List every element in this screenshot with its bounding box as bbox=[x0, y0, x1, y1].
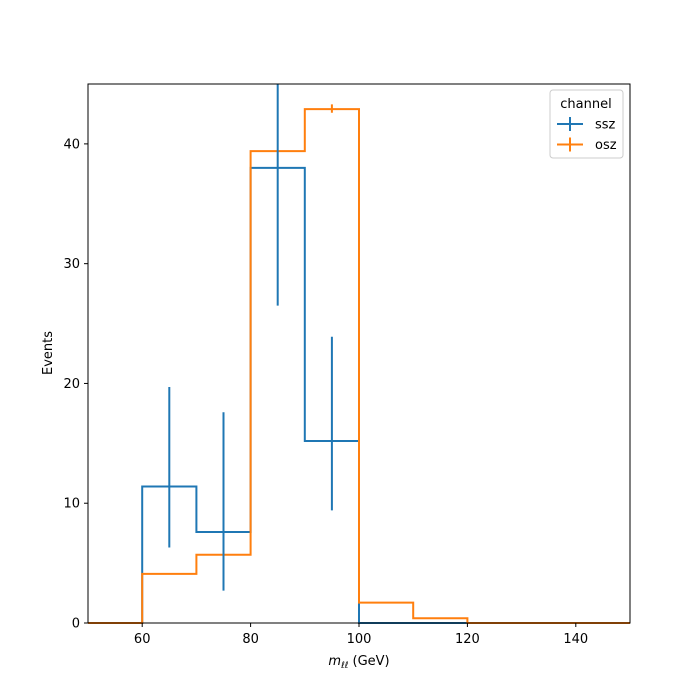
y-axis-label: Events bbox=[41, 331, 56, 375]
y-tick-label: 30 bbox=[63, 257, 80, 272]
x-tick-label: 60 bbox=[134, 632, 151, 647]
x-tick-label: 80 bbox=[242, 632, 259, 647]
x-axis-symbol-subscript: ℓℓ bbox=[340, 661, 348, 671]
errorbar-layer bbox=[168, 84, 333, 591]
x-axis-unit: (GeV) bbox=[353, 654, 390, 669]
legend-entries: ssz osz bbox=[557, 117, 617, 153]
x-tick-label: 120 bbox=[455, 632, 480, 647]
legend: channel ssz osz bbox=[549, 89, 624, 159]
y-tick-label: 10 bbox=[63, 497, 80, 512]
legend-title: channel bbox=[560, 97, 611, 112]
x-axis-symbol: m bbox=[328, 654, 341, 669]
x-axis-label: mℓℓ (GeV) bbox=[328, 654, 389, 671]
y-axis: 0 10 20 30 40 bbox=[63, 137, 88, 632]
y-tick-label: 40 bbox=[63, 137, 80, 152]
legend-box bbox=[549, 89, 624, 159]
y-tick-label: 0 bbox=[72, 617, 80, 632]
x-tick-label: 140 bbox=[563, 632, 588, 647]
x-tick-label: 100 bbox=[347, 632, 372, 647]
legend-label-osz: osz bbox=[595, 138, 617, 153]
y-tick-label: 20 bbox=[63, 377, 80, 392]
legend-label-ssz: ssz bbox=[595, 118, 616, 133]
x-axis: 60 80 100 120 140 bbox=[134, 623, 588, 647]
